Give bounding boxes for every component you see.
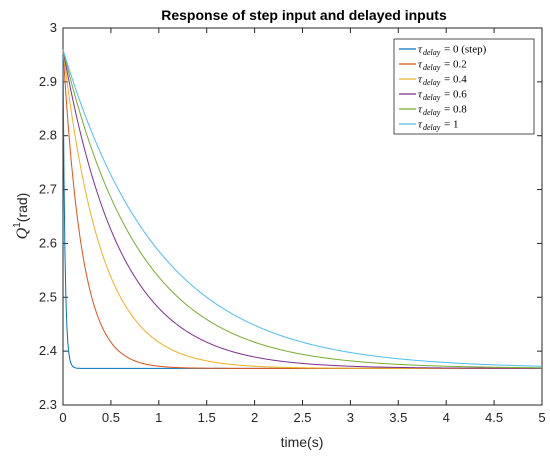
y-axis-title-unit: (rad): [14, 193, 30, 223]
y-tick-label: 2.9: [39, 74, 57, 89]
y-tick-label: 2.7: [39, 182, 57, 197]
legend-subscript: delay: [423, 78, 441, 87]
y-axis-title: Q1(rad): [12, 193, 31, 240]
x-tick-label: 0: [59, 410, 66, 425]
y-tick-label: 2.3: [39, 397, 57, 412]
x-tick-label: 3.5: [389, 410, 407, 425]
x-axis-title: time(s): [281, 434, 324, 450]
legend-box: [393, 38, 535, 135]
y-axis-title-superscript: 1: [12, 222, 23, 228]
y-axis-title-symbol: Q: [14, 227, 31, 239]
legend-label-2: = 0.4: [444, 74, 467, 86]
chart-title: Response of step input and delayed input…: [161, 7, 447, 23]
y-tick-label: 2.4: [39, 343, 57, 358]
legend-symbol: τ: [418, 104, 423, 116]
series-lines: [62, 49, 543, 369]
svg-text:Q1(rad): Q1(rad): [12, 193, 31, 240]
legend-subscript: delay: [423, 93, 441, 102]
x-axis: 0 0.5 1 1.5 2 2.5 3 3.5 4 4.5 5: [59, 28, 546, 425]
x-tick-label: 2: [251, 410, 258, 425]
x-tick-label: 5: [538, 410, 545, 425]
legend-subscript: delay: [423, 48, 441, 57]
x-tick-label: 0.5: [102, 410, 120, 425]
legend-symbol: τ: [418, 59, 423, 71]
y-tick-label: 3: [50, 20, 57, 35]
legend-symbol: τ: [418, 44, 423, 56]
x-tick-label: 3: [347, 410, 354, 425]
legend-symbol: τ: [418, 119, 423, 131]
legend-label-1: = 0.2: [444, 59, 467, 71]
legend-label-4: = 0.8: [444, 104, 467, 116]
series-line-3: [62, 49, 542, 369]
x-tick-label: 4.5: [485, 410, 503, 425]
legend-label-0: = 0 (step): [444, 44, 487, 56]
legend-label-5: = 1: [444, 119, 458, 131]
legend-symbol: τ: [418, 74, 423, 86]
legend-subscript: delay: [423, 108, 441, 117]
legend-subscript: delay: [423, 63, 441, 72]
y-tick-label: 2.5: [39, 289, 57, 304]
legend: τ delay = 0 (step)τ delay = 0.2τ delay = 0.4τ d…: [393, 38, 535, 135]
x-tick-label: 2.5: [293, 410, 311, 425]
series-line-4: [62, 49, 543, 369]
x-tick-label: 1: [155, 410, 162, 425]
x-tick-label: 1.5: [198, 410, 216, 425]
series-line-5: [62, 49, 543, 367]
y-tick-label: 2.6: [39, 235, 57, 250]
legend-symbol: τ: [418, 89, 423, 101]
y-tick-label: 2.8: [39, 128, 57, 143]
legend-subscript: delay: [423, 123, 441, 132]
x-tick-label: 4: [443, 410, 450, 425]
legend-label-3: = 0.6: [444, 89, 467, 101]
